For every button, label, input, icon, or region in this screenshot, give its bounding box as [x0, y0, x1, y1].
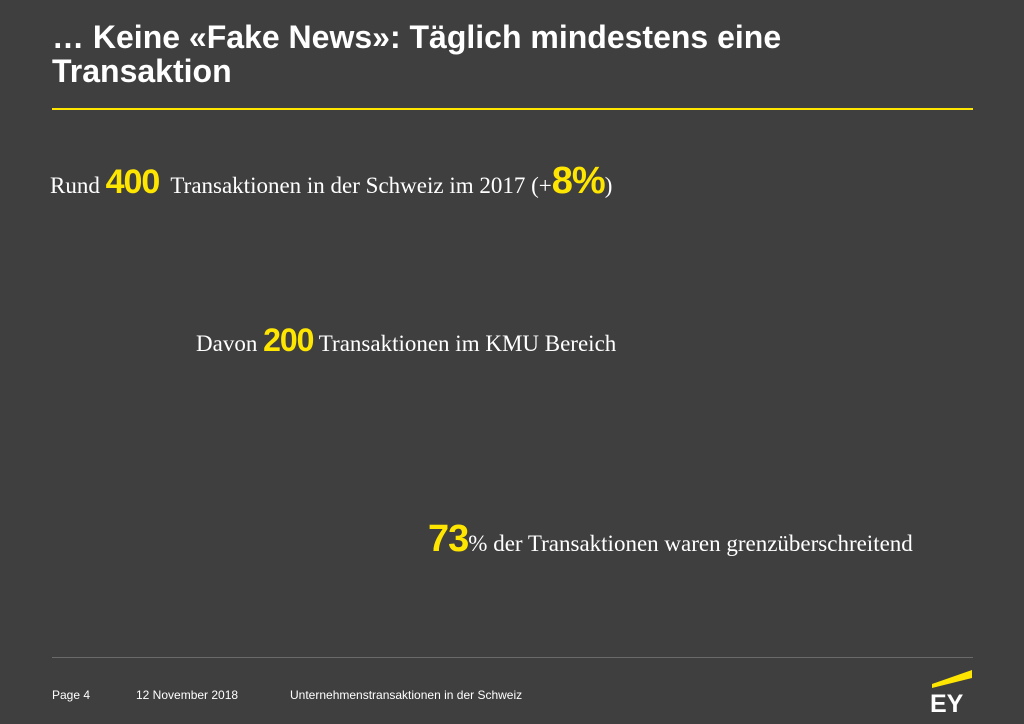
stat-kmu-transactions: Davon 200 Transaktionen im KMU Bereich	[196, 322, 616, 359]
footer-date: 12 November 2018	[136, 688, 239, 702]
stat-kmu-prefix: Davon	[196, 331, 264, 356]
stat-kmu-suffix: Transaktionen im KMU Bereich	[313, 331, 617, 356]
stat-kmu-number: 200	[263, 322, 314, 358]
stat-total-prefix: Rund	[50, 173, 106, 198]
ey-logo-icon: EY	[930, 670, 972, 714]
title-divider	[52, 108, 973, 110]
footer-document-title: Unternehmenstransaktionen in der Schweiz	[290, 688, 523, 702]
stat-growth-percent: 8%	[551, 160, 606, 202]
stat-crossborder-transactions: 73% der Transaktionen waren grenzübersch…	[428, 518, 913, 561]
stat-crossborder-number: 73	[428, 518, 469, 560]
footer-divider	[52, 657, 973, 658]
footer-page-number: Page 4	[52, 688, 91, 702]
stat-crossborder-suffix: % der Transaktionen waren grenzüberschre…	[468, 531, 913, 556]
stat-total-number: 400	[105, 163, 161, 201]
stat-total-middle: Transaktionen in der Schweiz im 2017 (+	[159, 173, 552, 198]
slide-title: … Keine «Fake News»: Täglich mindestens …	[52, 19, 782, 89]
ey-logo-text: EY	[930, 690, 964, 714]
stat-total-suffix: )	[604, 173, 613, 198]
stat-total-transactions: Rund 400 Transaktionen in der Schweiz im…	[50, 160, 612, 203]
